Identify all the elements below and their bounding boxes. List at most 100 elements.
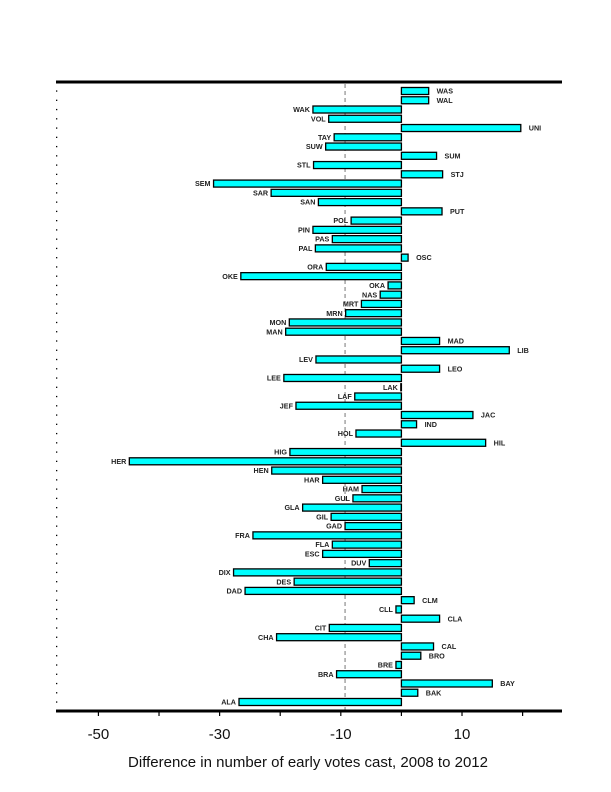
bar-label-vol: VOL	[311, 114, 326, 123]
row-marker	[56, 432, 58, 435]
bar-pas	[331, 234, 403, 244]
bar-label-cha: CHA	[258, 633, 274, 642]
bar-cla	[400, 614, 441, 623]
bar-label-laf: LAF	[338, 392, 353, 401]
bar-man	[285, 327, 403, 336]
row-marker	[56, 266, 58, 268]
bar-mrt	[360, 299, 403, 309]
bar-pol	[350, 216, 403, 225]
bar-fla	[331, 540, 403, 549]
row-marker	[56, 562, 58, 564]
bar-label-stl: STL	[297, 161, 311, 170]
row-marker	[56, 423, 58, 425]
bar-label-pin: PIN	[298, 225, 310, 234]
bar-label-cal: CAL	[442, 642, 457, 651]
row-marker	[56, 358, 58, 361]
row-marker	[56, 284, 58, 287]
bar-leo	[400, 364, 441, 373]
bar-her	[128, 457, 403, 466]
row-marker	[56, 571, 58, 574]
bar-was	[400, 86, 430, 96]
row-marker	[56, 99, 58, 101]
bar-cll	[395, 605, 403, 614]
bar-label-wak: WAK	[293, 105, 311, 114]
bar-sum	[400, 151, 438, 160]
row-marker	[56, 469, 58, 472]
bar-osc	[400, 253, 409, 262]
bar-ala	[238, 697, 403, 707]
bar-label-ala: ALA	[221, 698, 236, 707]
bar-vol	[328, 114, 403, 123]
bar-label-gul: GUL	[335, 494, 351, 503]
row-marker	[56, 636, 58, 638]
row-marker	[56, 590, 58, 592]
bar-label-ora: ORA	[307, 262, 323, 271]
row-marker	[56, 90, 58, 92]
row-marker	[56, 553, 58, 555]
bar-label-bra: BRA	[318, 670, 334, 679]
row-marker	[56, 349, 58, 351]
row-marker	[56, 182, 58, 185]
bar-gad	[344, 521, 403, 531]
row-marker	[56, 414, 58, 416]
bar-uni	[400, 123, 522, 133]
bar-oka	[387, 281, 403, 290]
bar-label-lee: LEE	[267, 374, 281, 383]
bar-label-pol: POL	[333, 216, 348, 225]
row-marker	[56, 405, 58, 407]
bar-pal	[314, 244, 403, 253]
bar-wak	[312, 105, 403, 114]
row-marker	[56, 321, 58, 324]
bar-label-hen: HEN	[254, 466, 269, 475]
row-marker	[56, 460, 58, 463]
bar-sar	[270, 188, 403, 197]
bar-label-bak: BAK	[426, 688, 442, 697]
x-tick-label: -10	[330, 726, 352, 743]
bar-bre	[395, 660, 403, 670]
row-marker	[56, 201, 58, 203]
bar-label-bro: BRO	[429, 651, 445, 660]
bar-label-sar: SAR	[253, 188, 269, 197]
row-marker	[56, 525, 58, 527]
bar-label-fra: FRA	[235, 531, 250, 540]
row-marker	[56, 497, 58, 500]
bar-jef	[295, 401, 403, 410]
row-marker	[56, 673, 58, 675]
bars-group	[128, 86, 522, 707]
x-tick-label: 10	[454, 726, 471, 743]
row-marker	[56, 701, 58, 703]
row-marker	[56, 210, 58, 213]
bar-hen	[271, 466, 403, 475]
row-marker	[56, 599, 58, 601]
bar-des	[293, 577, 403, 586]
bar-gla	[301, 503, 403, 512]
bar-hol	[355, 429, 403, 438]
x-tick-label: -30	[209, 726, 231, 743]
bar-label-gad: GAD	[326, 522, 342, 531]
row-marker	[56, 451, 58, 453]
bar-label-suw: SUW	[306, 142, 323, 151]
bar-label-clm: CLM	[422, 596, 438, 605]
bar-lib	[400, 346, 510, 355]
bar-tay	[333, 133, 403, 142]
row-marker	[56, 257, 58, 259]
bar-label-cit: CIT	[315, 624, 327, 633]
bar-label-mad: MAD	[448, 337, 464, 346]
row-marker	[56, 303, 58, 305]
bar-label-hig: HIG	[274, 448, 287, 457]
bar-label-uni: UNI	[529, 124, 541, 133]
row-marker	[56, 516, 58, 518]
bar-label-tay: TAY	[318, 133, 331, 142]
row-marker	[56, 331, 58, 333]
bar-label-oka: OKA	[369, 281, 385, 290]
x-axis-ticks: -50 -30 -10 10	[88, 711, 524, 743]
bar-label-ind: IND	[425, 420, 437, 429]
bar-hig	[289, 447, 403, 457]
row-marker	[56, 340, 58, 342]
bar-label-mrn: MRN	[326, 309, 342, 318]
bar-label-sem: SEM	[195, 179, 211, 188]
bar-bak	[400, 688, 419, 697]
bar-label-mon: MON	[270, 318, 287, 327]
row-marker	[56, 108, 58, 111]
row-marker	[56, 664, 58, 666]
